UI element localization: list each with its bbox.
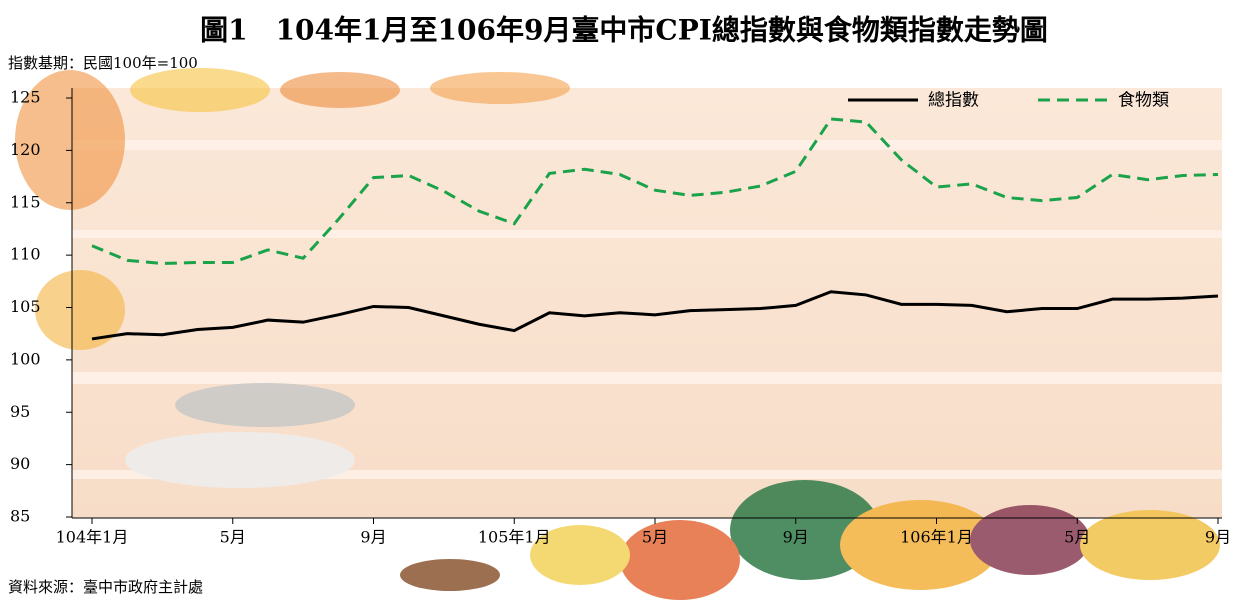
y-tick-label: 125 <box>10 88 41 107</box>
series-line <box>91 290 1219 341</box>
y-tick-label: 105 <box>10 297 41 316</box>
y-tick-label: 100 <box>10 349 41 368</box>
decoration <box>15 68 1222 600</box>
x-tick-label: 9月 <box>1205 528 1231 547</box>
chart-title: 圖1 104年1月至106年9月臺中市CPI總指數與食物類指數走勢圖 <box>200 14 1048 47</box>
source: 資料來源：臺中市政府主計處 <box>8 578 203 596</box>
series-line <box>91 117 1219 266</box>
y-tick-label: 110 <box>10 245 41 264</box>
x-tick-label: 105年1月 <box>478 528 551 547</box>
x-tick-label: 9月 <box>783 528 809 547</box>
legend-label: 總指數 <box>928 91 979 111</box>
x-tick-label: 104年1月 <box>56 528 129 547</box>
legend-label: 食物類 <box>1118 91 1169 111</box>
y-tick-label: 120 <box>10 140 41 159</box>
y-tick-label: 115 <box>10 192 41 211</box>
x-tick-label: 5月 <box>642 528 668 547</box>
y-tick-label: 90 <box>10 454 30 473</box>
x-tick-label: 5月 <box>1064 528 1090 547</box>
subtitle: 指數基期：民國100年=100 <box>8 54 198 72</box>
x-tick-label: 9月 <box>360 528 386 547</box>
y-tick-label: 85 <box>10 507 30 526</box>
x-tick-label: 106年1月 <box>900 528 973 547</box>
x-tick-label: 5月 <box>220 528 246 547</box>
y-tick-label: 95 <box>10 402 30 421</box>
